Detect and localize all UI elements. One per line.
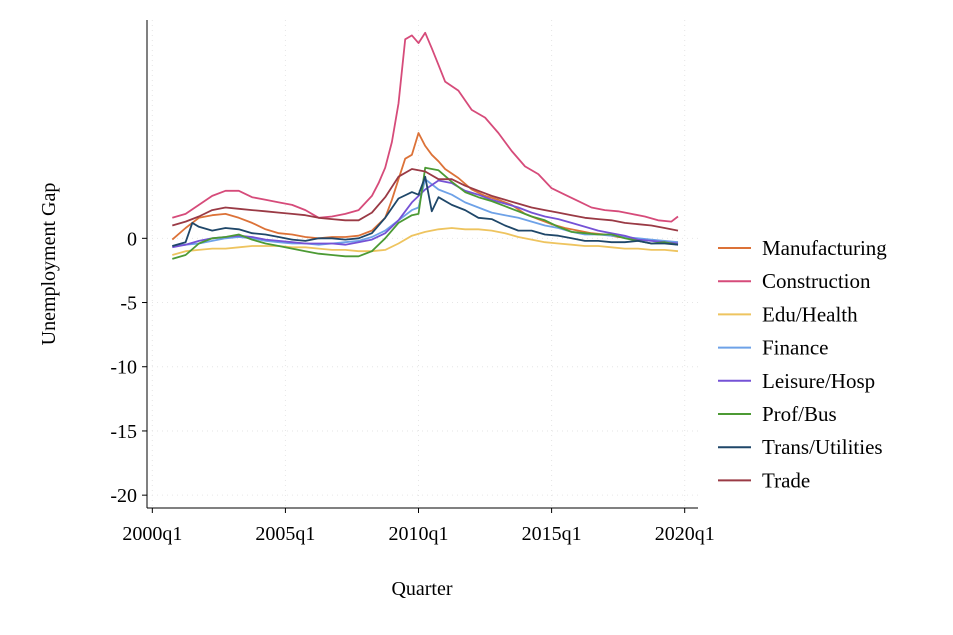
x-tick-label: 2015q1 — [522, 523, 582, 545]
y-tick-label: -20 — [110, 485, 137, 507]
series-line-trans-utilities — [172, 175, 679, 247]
legend-label-edu-health: Edu/Health — [762, 302, 858, 326]
x-tick-label: 2010q1 — [389, 523, 449, 545]
series-line-prof-bus — [172, 166, 679, 260]
x-tick-label: 2000q1 — [122, 523, 182, 545]
legend-label-manufacturing: Manufacturing — [762, 236, 887, 260]
series-line-edu-health — [172, 227, 679, 256]
series-line-leisure-hosp — [172, 179, 679, 249]
y-tick-label: -10 — [110, 357, 137, 379]
grid — [147, 20, 698, 508]
y-tick-label: -15 — [110, 421, 137, 443]
legend-label-prof-bus: Prof/Bus — [762, 402, 837, 426]
legend-label-trade: Trade — [762, 468, 810, 492]
legend-label-construction: Construction — [762, 269, 871, 293]
y-tick-label: -5 — [120, 293, 137, 315]
legend-label-finance: Finance — [762, 336, 828, 360]
series-lines — [171, 31, 679, 260]
x-tick-label: 2005q1 — [255, 523, 315, 545]
y-tick-label: 0 — [127, 228, 137, 250]
legend-label-trans-utilities: Trans/Utilities — [762, 435, 883, 459]
x-tick-label: 2020q1 — [655, 523, 715, 545]
x-axis-title: Quarter — [391, 578, 452, 600]
legend: Manufacturing Construction Edu/Health Finan… — [718, 236, 887, 492]
y-axis-ticks: -20 -15 -10 -5 0 — [110, 228, 147, 507]
y-axis-title: Unemployment Gap — [38, 183, 60, 346]
series-line-trade — [172, 168, 679, 232]
x-axis-ticks: 2000q1 2005q1 2010q1 2015q1 2020q1 — [122, 508, 715, 545]
series-line-manufacturing — [171, 132, 678, 244]
series-line-construction — [172, 31, 679, 223]
legend-label-leisure-hosp: Leisure/Hosp — [762, 369, 875, 393]
